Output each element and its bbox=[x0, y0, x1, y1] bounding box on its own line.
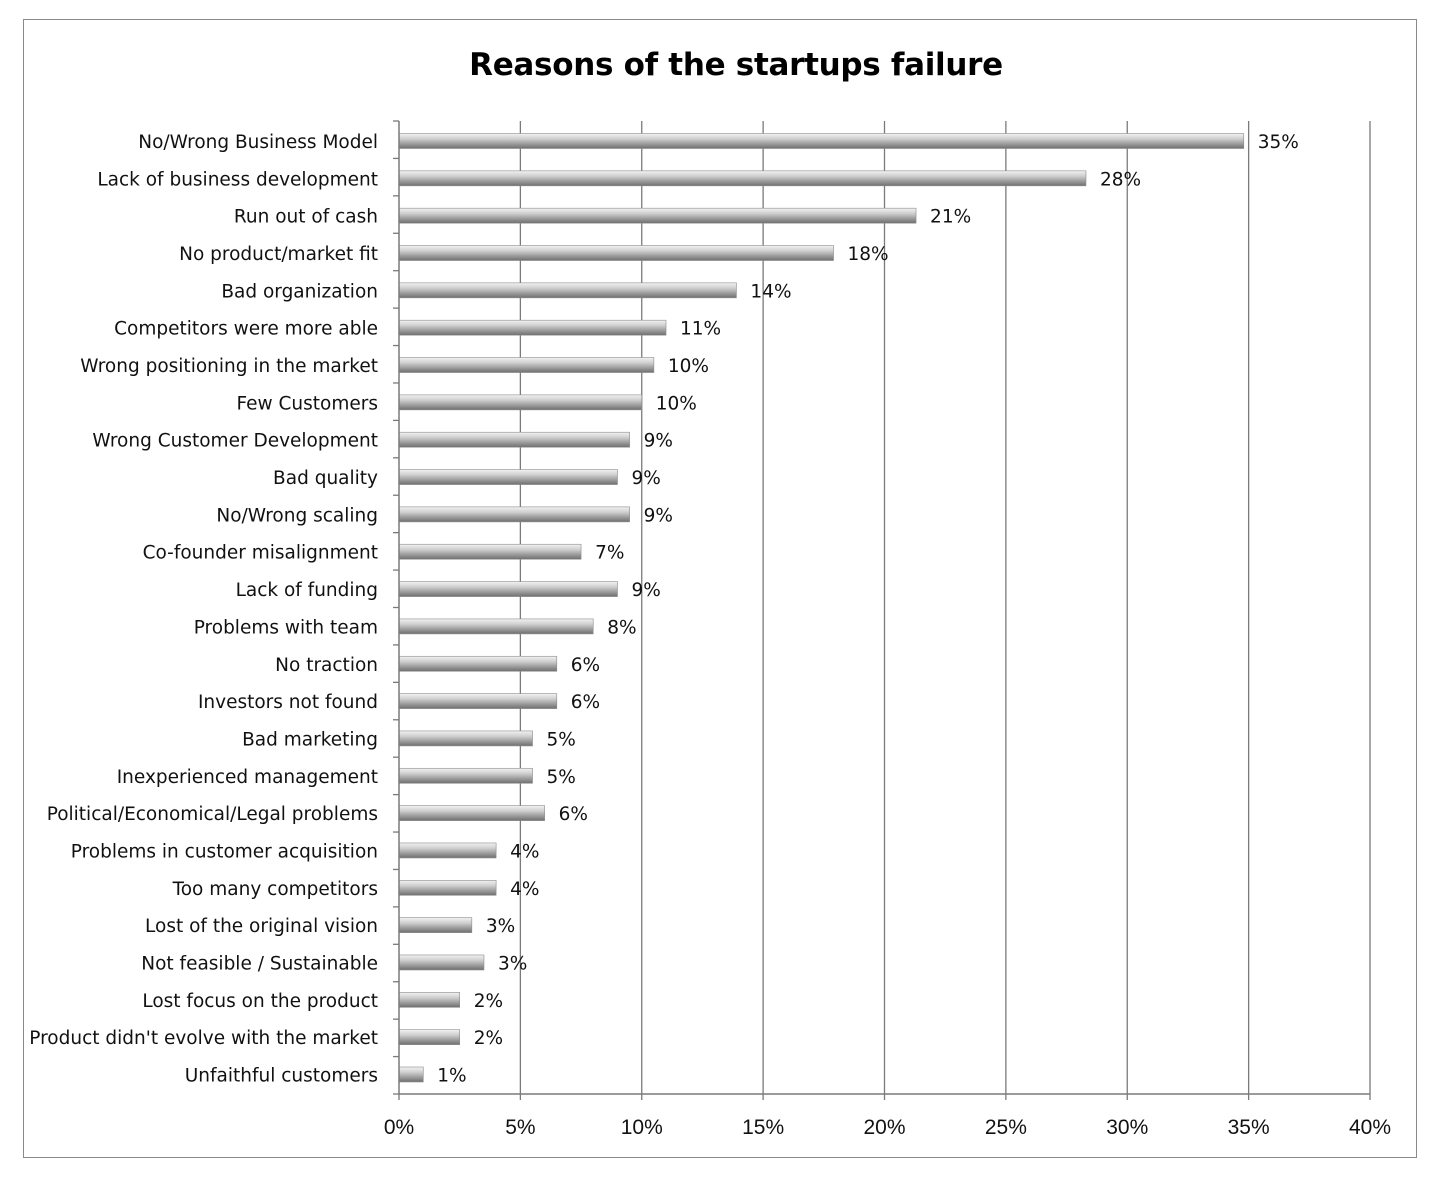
category-label: No/Wrong scaling bbox=[216, 505, 378, 526]
category-label: Not feasible / Sustainable bbox=[141, 953, 378, 974]
category-label: No traction bbox=[275, 655, 378, 676]
bar bbox=[398, 357, 655, 373]
data-label: 2% bbox=[474, 1028, 503, 1049]
x-tick-label: 40% bbox=[1349, 1116, 1391, 1139]
bar bbox=[398, 431, 630, 448]
category-label: Competitors were more able bbox=[114, 319, 378, 340]
x-tick-label: 25% bbox=[985, 1116, 1027, 1139]
category-label: Lack of funding bbox=[236, 580, 378, 601]
category-label: Lost of the original vision bbox=[145, 916, 378, 937]
bar bbox=[398, 543, 582, 560]
category-label: Co-founder misalignment bbox=[143, 543, 378, 564]
bar bbox=[398, 245, 834, 261]
data-label: 10% bbox=[668, 356, 709, 377]
bar bbox=[398, 618, 594, 635]
x-tick-label: 5% bbox=[505, 1116, 535, 1139]
axes bbox=[393, 120, 1371, 1100]
bar bbox=[398, 954, 485, 971]
data-label: 8% bbox=[607, 617, 636, 638]
data-label: 7% bbox=[595, 543, 624, 564]
bar bbox=[398, 394, 643, 411]
data-label: 5% bbox=[547, 767, 576, 788]
x-tick-label: 30% bbox=[1106, 1116, 1148, 1139]
data-label: 35% bbox=[1258, 132, 1299, 153]
category-label: Unfaithful customers bbox=[185, 1066, 378, 1087]
bar bbox=[398, 282, 737, 299]
data-label: 14% bbox=[750, 281, 791, 302]
data-label: 18% bbox=[848, 244, 889, 265]
bar bbox=[398, 133, 1245, 149]
bar bbox=[398, 469, 618, 485]
bar bbox=[398, 842, 497, 859]
x-tick-label: 15% bbox=[742, 1116, 784, 1139]
category-label: Political/Economical/Legal problems bbox=[47, 804, 378, 825]
data-label: 9% bbox=[644, 505, 673, 526]
bar bbox=[398, 170, 1087, 187]
data-label: 5% bbox=[547, 729, 576, 750]
bar bbox=[398, 917, 473, 933]
category-label: Lost focus on the product bbox=[142, 991, 378, 1012]
bar bbox=[398, 1066, 424, 1083]
data-label: 3% bbox=[498, 953, 527, 974]
category-label: No product/market fit bbox=[179, 244, 378, 265]
bar bbox=[398, 581, 618, 597]
data-label: 21% bbox=[930, 207, 971, 228]
category-label: Product didn't evolve with the market bbox=[29, 1028, 378, 1049]
category-label: Wrong positioning in the market bbox=[80, 356, 378, 377]
data-label: 2% bbox=[474, 991, 503, 1012]
labels: 0% 5% 10% 15% 20% 25% 30% 35% 40% No/Wrong Busine… bbox=[29, 132, 1391, 1139]
bar bbox=[398, 1029, 460, 1045]
x-tick-label: 10% bbox=[621, 1116, 663, 1139]
data-label: 6% bbox=[559, 804, 588, 825]
category-label: Lack of business development bbox=[97, 169, 378, 190]
bar bbox=[398, 805, 545, 821]
category-label: Bad marketing bbox=[242, 729, 378, 750]
category-label: Few Customers bbox=[236, 393, 378, 414]
bar bbox=[398, 992, 460, 1008]
x-tick-label: 0% bbox=[384, 1116, 414, 1139]
x-tick-label: 20% bbox=[863, 1116, 905, 1139]
category-label: No/Wrong Business Model bbox=[138, 132, 378, 153]
data-label: 6% bbox=[571, 692, 600, 713]
data-label: 9% bbox=[631, 468, 660, 489]
category-label: Bad organization bbox=[221, 281, 378, 302]
data-label: 28% bbox=[1100, 169, 1141, 190]
bar bbox=[398, 207, 917, 224]
gridlines bbox=[519, 121, 1371, 1094]
category-label: Too many competitors bbox=[172, 879, 378, 900]
data-label: 9% bbox=[644, 431, 673, 452]
data-label: 6% bbox=[571, 655, 600, 676]
category-label: Run out of cash bbox=[234, 207, 378, 228]
bar bbox=[398, 730, 533, 747]
data-label: 10% bbox=[656, 393, 697, 414]
data-label: 4% bbox=[510, 841, 539, 862]
chart-title: Reasons of the startups failure bbox=[469, 47, 1003, 83]
data-label: 4% bbox=[510, 879, 539, 900]
category-label: Problems in customer acquisition bbox=[71, 841, 378, 862]
category-label: Inexperienced management bbox=[117, 767, 378, 788]
category-label: Investors not found bbox=[198, 692, 378, 713]
bars bbox=[398, 133, 1245, 1083]
bar bbox=[398, 693, 558, 709]
category-label: Wrong Customer Development bbox=[92, 431, 378, 452]
x-tick-label: 35% bbox=[1228, 1116, 1270, 1139]
bar bbox=[398, 767, 533, 784]
data-label: 3% bbox=[486, 916, 515, 937]
data-label: 11% bbox=[680, 319, 721, 340]
category-label: Problems with team bbox=[194, 617, 378, 638]
bar bbox=[398, 506, 630, 523]
bar bbox=[398, 319, 667, 336]
bar bbox=[398, 879, 497, 896]
category-label: Bad quality bbox=[273, 468, 378, 489]
data-label: 1% bbox=[437, 1066, 466, 1087]
bar bbox=[398, 655, 558, 672]
data-label: 9% bbox=[631, 580, 660, 601]
